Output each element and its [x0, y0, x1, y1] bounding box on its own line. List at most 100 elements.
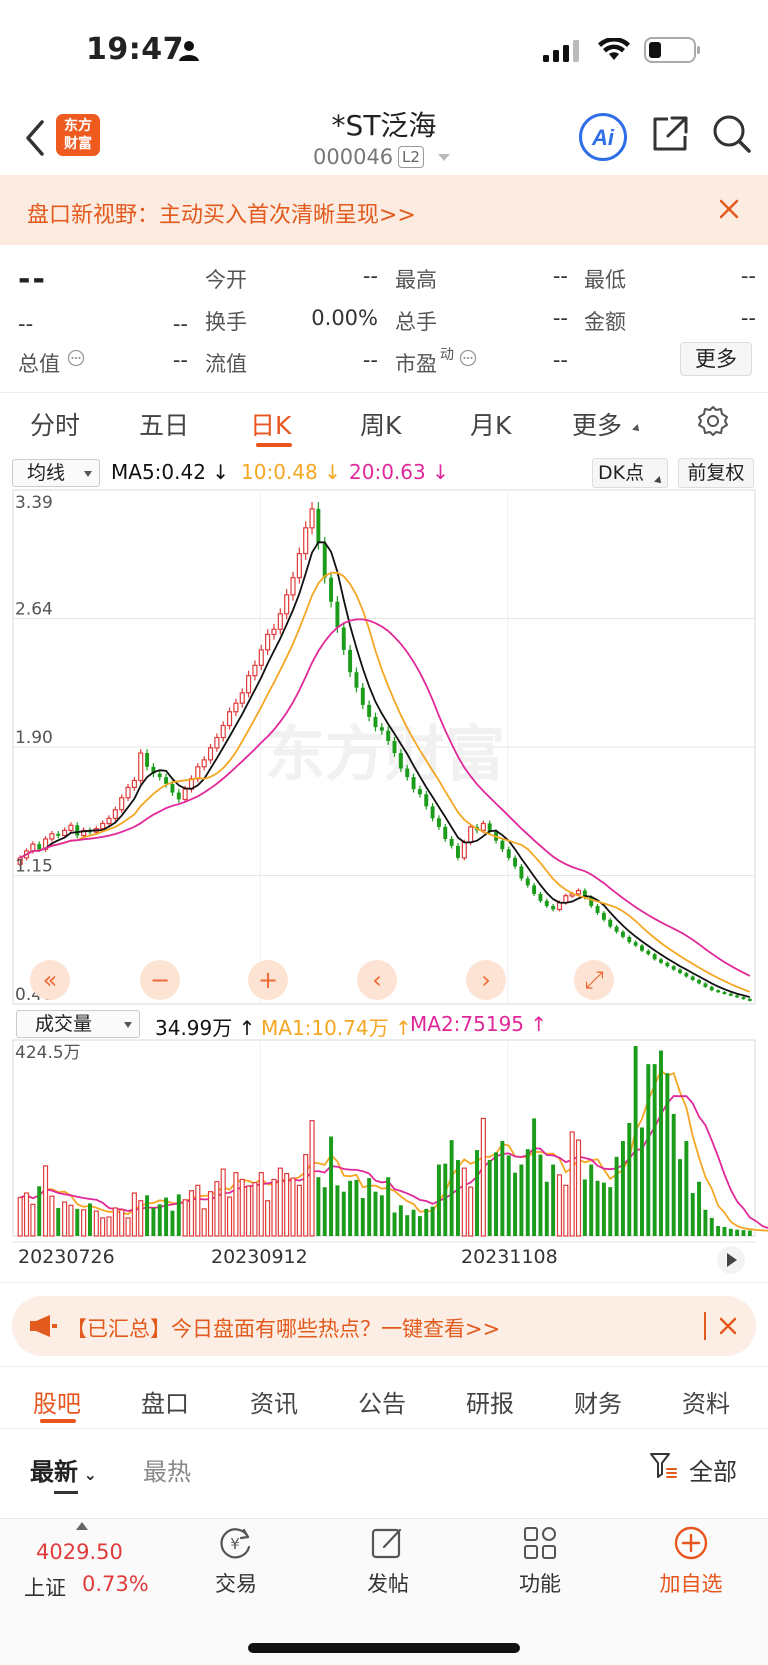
tab-weekly-k[interactable]: 周K — [360, 411, 402, 440]
index-change-pct[interactable]: 0.73% — [82, 1572, 149, 1596]
back-button[interactable] — [22, 118, 50, 158]
tab-profile[interactable]: 资料 — [682, 1390, 730, 1418]
filter-all[interactable]: 全部 — [689, 1458, 737, 1486]
candle — [214, 736, 220, 749]
candle — [455, 845, 460, 858]
volume-bar — [436, 1164, 441, 1236]
hot-topics-banner[interactable] — [12, 1296, 756, 1356]
candle — [716, 990, 721, 993]
tab-more[interactable]: 更多 — [572, 411, 623, 440]
more-dropdown-icon[interactable] — [632, 424, 642, 434]
sort-hot[interactable]: 最热 — [143, 1458, 191, 1486]
tab-five-day[interactable]: 五日 — [139, 411, 190, 440]
separator — [704, 1312, 706, 1340]
volume-bar — [284, 1172, 290, 1237]
fullscreen-button[interactable]: ⤢ — [574, 960, 614, 1000]
volume-bar — [480, 1117, 486, 1237]
volume-bar — [525, 1149, 530, 1236]
volume-bar — [614, 1156, 619, 1236]
tab-financials[interactable]: 财务 — [574, 1390, 622, 1418]
ai-assistant-button[interactable]: Ai — [578, 112, 628, 162]
volume-bar — [341, 1191, 346, 1236]
volume-bar — [386, 1177, 391, 1236]
volume-bar — [246, 1185, 252, 1237]
settings-gear-icon[interactable] — [696, 404, 730, 438]
candle — [354, 672, 359, 688]
scroll-left-button[interactable]: ‹ — [357, 960, 397, 1000]
hot-topics-text[interactable]: 【已汇总】今日盘面有哪些热点？一键查看>> — [66, 1317, 501, 1341]
index-name[interactable]: 上证 — [24, 1576, 66, 1600]
tab-intraday[interactable]: 分时 — [30, 411, 81, 440]
volume-bar — [106, 1216, 112, 1237]
volume-bar — [49, 1195, 55, 1237]
scroll-right-button[interactable]: › — [466, 960, 506, 1000]
ma5-line — [19, 541, 751, 998]
info-icon[interactable] — [67, 349, 85, 367]
add-watchlist-button[interactable]: 加自选 — [659, 1572, 723, 1596]
volume-bar — [138, 1200, 144, 1237]
volume-indicator-select[interactable]: 成交量 — [16, 1010, 140, 1038]
info-icon[interactable] — [459, 349, 477, 367]
search-icon[interactable] — [712, 114, 752, 154]
volume-bar — [424, 1208, 429, 1236]
add-watchlist-icon[interactable] — [673, 1525, 709, 1561]
promo-banner-text[interactable]: 盘口新视野：主动买入首次清晰呈现>> — [27, 203, 416, 228]
volume-bar — [646, 1064, 651, 1236]
candle — [296, 553, 302, 579]
code-dropdown-icon[interactable] — [438, 154, 450, 161]
adjust-price-button[interactable]: 前复权 — [678, 458, 754, 488]
expand-caret-icon[interactable] — [76, 1522, 88, 1530]
zoom-out-button[interactable]: − — [140, 960, 180, 1000]
candle — [690, 976, 695, 980]
ma-indicator-select[interactable]: 均线 — [12, 459, 100, 487]
tab-daily-k[interactable]: 日K — [250, 411, 292, 440]
volume-bar — [303, 1153, 309, 1237]
candle — [233, 702, 239, 713]
promo-banner[interactable] — [0, 175, 768, 245]
play-icon[interactable] — [716, 1245, 746, 1275]
scroll-start-button[interactable]: « — [30, 960, 70, 1000]
index-value[interactable]: 4029.50 — [36, 1540, 123, 1564]
tab-guba[interactable]: 股吧 — [33, 1390, 81, 1418]
volume-bar — [569, 1131, 575, 1237]
tab-announcements[interactable]: 公告 — [358, 1390, 406, 1418]
candle — [519, 866, 524, 879]
candle — [443, 826, 448, 839]
zoom-in-button[interactable]: + — [248, 960, 288, 1000]
share-icon[interactable] — [650, 114, 690, 154]
candle — [373, 716, 378, 728]
sort-latest[interactable]: 最新 ⌄ — [30, 1458, 97, 1486]
volume-bar — [329, 1136, 334, 1236]
more-quote-button[interactable]: 更多 — [680, 342, 752, 376]
volume-bar — [233, 1172, 239, 1237]
volume-bar — [608, 1187, 613, 1236]
svg-text:¥: ¥ — [230, 1535, 240, 1553]
dk-point-button[interactable]: DK点 — [592, 458, 668, 488]
close-icon[interactable] — [718, 198, 740, 220]
tab-research[interactable]: 研报 — [466, 1390, 514, 1418]
trade-icon[interactable]: ¥ — [218, 1525, 254, 1561]
candle — [620, 931, 625, 937]
tab-news[interactable]: 资讯 — [250, 1390, 298, 1418]
tab-monthly-k[interactable]: 月K — [470, 411, 512, 440]
volume-bar — [226, 1196, 233, 1237]
candle — [348, 649, 353, 673]
level2-badge[interactable]: L2 — [398, 146, 424, 168]
volume-bar — [551, 1164, 556, 1236]
tab-order-book[interactable]: 盘口 — [141, 1390, 189, 1418]
volume-bar — [544, 1181, 549, 1236]
trade-button[interactable]: 交易 — [215, 1572, 257, 1596]
filter-icon[interactable] — [648, 1450, 678, 1480]
candle — [379, 727, 384, 731]
functions-button[interactable]: 功能 — [519, 1572, 561, 1596]
candle — [525, 878, 530, 886]
close-icon[interactable] — [718, 1316, 738, 1336]
volume-bar — [201, 1208, 207, 1237]
functions-grid-icon[interactable] — [522, 1525, 558, 1561]
ma20-value: 20:0.63 ↓ — [349, 460, 449, 484]
candle — [411, 777, 416, 790]
post-button[interactable]: 发帖 — [367, 1572, 409, 1596]
post-edit-icon[interactable] — [370, 1525, 406, 1561]
tab-active-indicator — [256, 443, 292, 447]
